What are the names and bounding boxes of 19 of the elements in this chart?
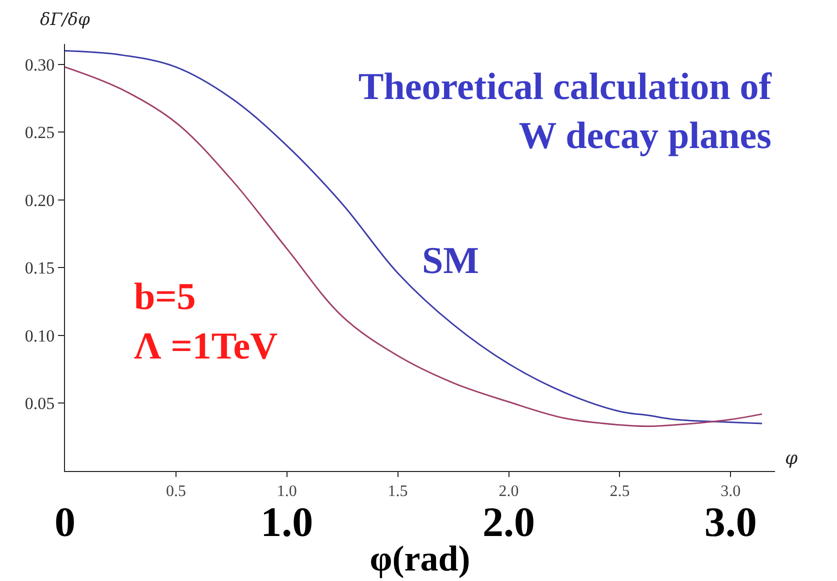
x2-axis-title: φ(rad) <box>370 538 470 579</box>
y-tick-label: 0.15 <box>24 258 55 278</box>
x-tick-label: 1.5 <box>388 483 408 500</box>
y-axis-title: δΓ/δφ <box>40 10 90 30</box>
series-label: b=5 Λ =1TeV <box>134 276 278 368</box>
x-tick-label: 2.5 <box>610 483 630 500</box>
series-label: SM <box>422 240 479 282</box>
x-tick-label: 0.5 <box>166 483 186 500</box>
y-tick-label: 0.05 <box>24 394 55 414</box>
x-tick-label: 2.0 <box>498 483 519 500</box>
text: Theoretical calculation of W decay planes <box>358 66 773 158</box>
y-tick-label: 0.20 <box>24 190 55 210</box>
x-tick-label: 3.0 <box>720 483 741 500</box>
x2-tick-label: 0 <box>54 500 76 546</box>
x-axis-title: φ <box>785 448 798 469</box>
y-tick-label: 0.10 <box>24 326 55 346</box>
y-tick-label: 0.25 <box>24 123 55 142</box>
x-tick-label: 1.0 <box>276 483 297 500</box>
y-tick-label: 0.30 <box>24 55 55 74</box>
